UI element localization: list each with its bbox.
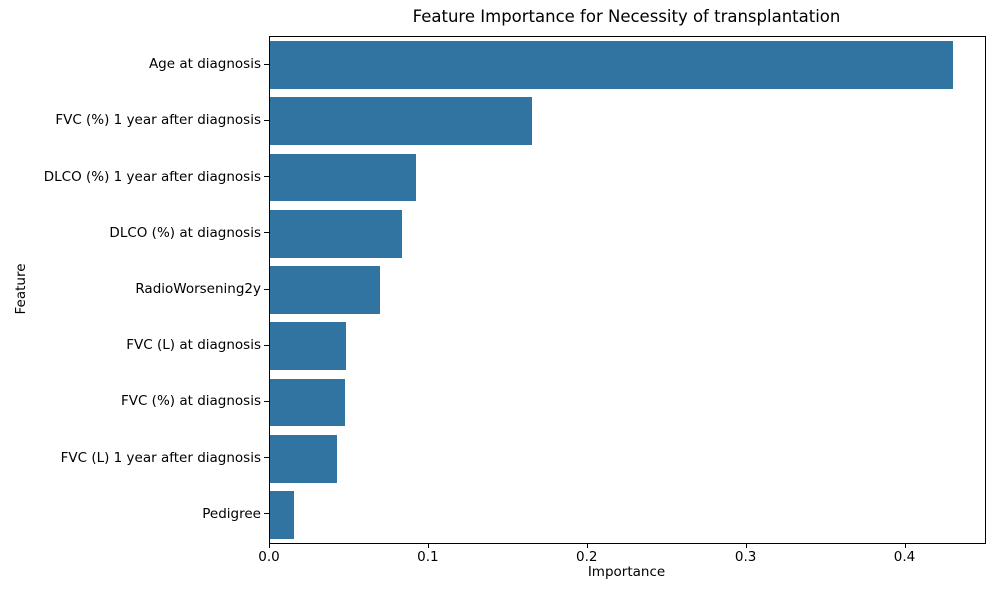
bar <box>270 97 533 146</box>
y-tick-label: FVC (L) 1 year after diagnosis <box>60 449 261 466</box>
bar <box>270 378 345 427</box>
x-tick-label: 0.1 <box>417 549 439 565</box>
x-tick-mark <box>427 543 429 548</box>
y-tick-mark <box>264 344 269 346</box>
y-tick-mark <box>264 400 269 402</box>
x-axis-label: Importance <box>587 564 666 580</box>
y-tick-mark <box>264 288 269 290</box>
chart-title: Feature Importance for Necessity of tran… <box>412 7 841 26</box>
y-tick-mark <box>264 457 269 459</box>
bar <box>270 209 402 258</box>
x-tick-mark <box>904 543 906 548</box>
x-tick-label: 0.4 <box>893 549 916 565</box>
x-tick-mark <box>586 543 588 548</box>
bar <box>270 490 294 539</box>
y-tick-label: DLCO (%) at diagnosis <box>109 224 261 241</box>
y-tick-label: Age at diagnosis <box>148 56 261 73</box>
x-tick-mark <box>269 543 270 548</box>
y-tick-label: DLCO (%) 1 year after diagnosis <box>43 168 261 185</box>
y-tick-label: Pedigree <box>202 505 261 522</box>
y-tick-label: FVC (%) 1 year after diagnosis <box>55 112 261 129</box>
bar <box>270 266 380 314</box>
x-tick-mark <box>745 543 747 548</box>
y-tick-mark <box>264 119 269 121</box>
y-tick-label: FVC (L) at diagnosis <box>126 337 261 354</box>
y-tick-mark <box>264 63 269 65</box>
bar <box>270 322 347 371</box>
x-tick-label: 0.2 <box>576 549 598 565</box>
y-tick-mark <box>264 513 269 515</box>
y-tick-mark <box>264 232 269 234</box>
y-axis-label: Feature <box>13 263 29 315</box>
y-tick-label: FVC (%) at diagnosis <box>120 393 261 410</box>
y-tick-label: RadioWorsening2y <box>135 281 261 297</box>
y-tick-mark <box>264 176 269 178</box>
x-tick-label: 0.3 <box>734 549 757 565</box>
plot-area <box>269 36 986 544</box>
bar <box>270 153 417 202</box>
x-tick-label: 0.0 <box>258 549 280 565</box>
bar <box>270 434 337 483</box>
bar <box>270 41 954 89</box>
